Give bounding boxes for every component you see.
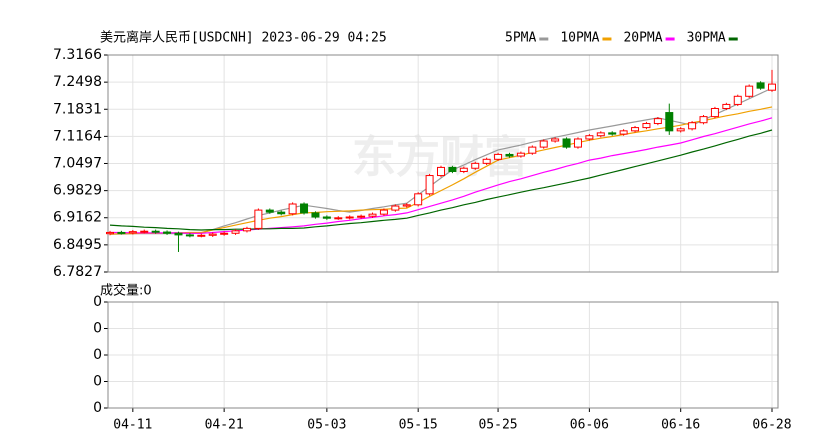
y-tick-label: 7.0497 (53, 155, 102, 171)
ma-line (110, 117, 773, 234)
candle-body (676, 128, 685, 132)
legend-label: 10PMA (560, 31, 599, 46)
y-tick-label: 6.9829 (53, 183, 102, 199)
candle-body (437, 166, 445, 177)
candle-body (688, 122, 697, 130)
candle-body (608, 132, 617, 135)
candle-body (573, 138, 582, 148)
candle-body (231, 230, 240, 234)
candle-body (185, 234, 194, 237)
candle-body (494, 153, 503, 160)
legend-label: 5PMA (505, 31, 536, 46)
candle-body (277, 211, 286, 215)
y-tick-label: 7.1831 (53, 101, 102, 117)
candle-body (322, 216, 331, 219)
candle-body (642, 123, 651, 129)
candle-body (528, 146, 537, 154)
candle-body (402, 204, 411, 207)
volume-frame (107, 301, 779, 409)
y-tick-label: 0 (93, 400, 102, 416)
candle-body (631, 127, 640, 132)
x-tick-label: 06-16 (661, 418, 700, 433)
candle-body (300, 203, 309, 214)
candle-body (140, 230, 149, 233)
candle-body (562, 138, 571, 148)
candle-body (653, 118, 662, 125)
ma-line (109, 106, 773, 235)
candle-body (391, 205, 400, 211)
candle-body (288, 203, 297, 215)
candle-body (414, 193, 423, 206)
y-tick-label: 0 (93, 374, 102, 390)
candle-body (345, 216, 354, 219)
candle-body (117, 231, 126, 234)
volume-label: 成交量:0 (100, 283, 152, 299)
legend-label: 30PMA (687, 31, 726, 46)
candle-body (699, 116, 708, 124)
candle-body (505, 153, 514, 157)
candle-body (197, 234, 206, 237)
candle-body (174, 232, 183, 236)
y-tick-label: 0 (93, 347, 102, 363)
candle-body (163, 231, 172, 234)
ma-line (109, 129, 773, 231)
x-tick-label: 05-03 (307, 418, 346, 433)
x-tick-label: 05-25 (478, 418, 517, 433)
candle-body (368, 213, 377, 217)
x-tick-label: 04-21 (205, 418, 244, 433)
y-tick-label: 7.1164 (53, 128, 102, 144)
candle-body (334, 217, 343, 220)
x-tick-label: 04-11 (113, 418, 152, 433)
candle-body (665, 112, 674, 132)
candle-body (482, 158, 491, 164)
candle-body (619, 130, 628, 135)
candle-body (106, 231, 114, 235)
candle-body (539, 140, 548, 148)
candle-body (357, 215, 366, 218)
x-tick-label: 06-06 (570, 418, 609, 433)
candle-body (745, 85, 754, 97)
y-tick-label: 6.9162 (53, 210, 102, 226)
y-tick-label: 7.2498 (53, 74, 102, 90)
candle-body (265, 209, 274, 213)
y-tick-label: 6.7827 (53, 264, 102, 280)
candle-body (254, 209, 263, 229)
chart-title: 美元离岸人民币[USDCNH] 2023-06-29 04:25 (100, 30, 387, 46)
candle-body (585, 135, 594, 140)
candle-body (242, 227, 251, 232)
candle-body (471, 162, 480, 169)
y-tick-label: 0 (93, 321, 102, 337)
candle-body (733, 95, 742, 105)
candle-body (220, 232, 229, 235)
y-tick-label: 7.3166 (53, 47, 102, 63)
candle-body (448, 166, 457, 172)
candle-body (710, 107, 719, 118)
candle-body (459, 167, 468, 172)
price-frame (107, 54, 779, 273)
candle-body (596, 132, 605, 137)
candle-body (768, 83, 776, 91)
legend-label: 20PMA (623, 31, 662, 46)
candle-body (208, 233, 217, 236)
candle-body (756, 82, 765, 89)
candle-body (128, 231, 137, 234)
x-tick-label: 06-28 (752, 418, 791, 433)
candle-body (516, 152, 525, 157)
candle-body (311, 212, 320, 218)
y-tick-label: 0 (93, 294, 102, 310)
y-tick-label: 6.8495 (53, 237, 102, 253)
candle-body (551, 138, 560, 142)
candle-body (379, 209, 388, 215)
candle-body (151, 230, 160, 233)
candle-body (722, 103, 731, 109)
x-tick-label: 05-15 (399, 418, 438, 433)
candle-body (425, 175, 434, 195)
